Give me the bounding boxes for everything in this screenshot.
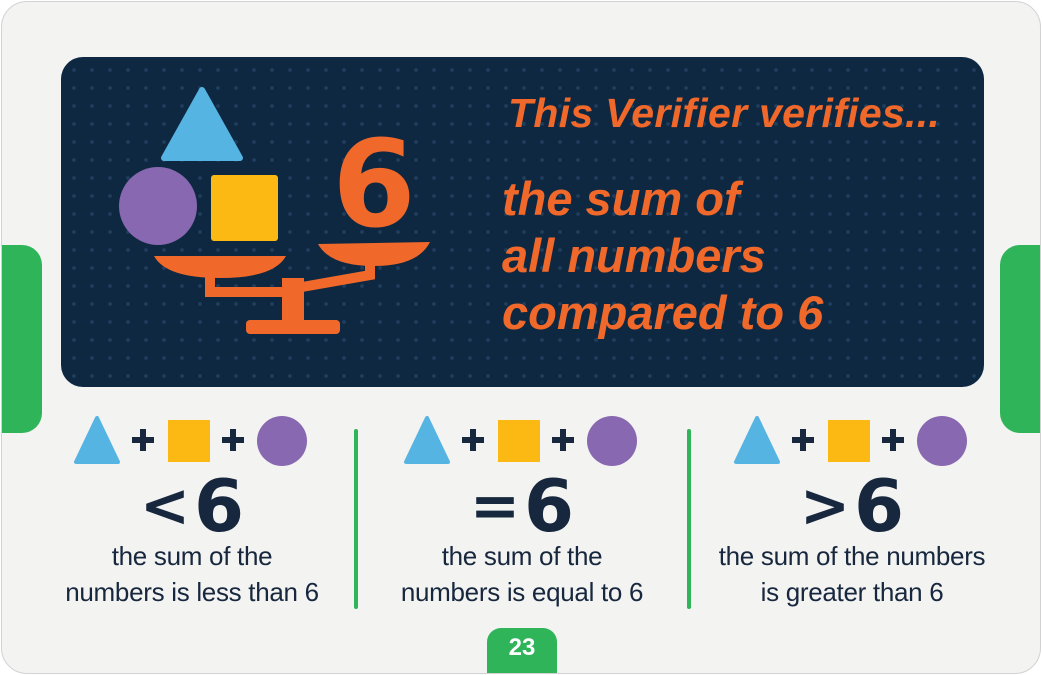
greater-than-six-formula: > 6 [800,468,904,538]
description-line: the sum of the [441,541,603,571]
criterion-description: the sum of the numbers is less than 6 [42,538,342,610]
triangle-icon [734,416,780,464]
plus-icon [132,429,154,451]
square-icon [211,175,278,241]
scale-base [246,320,340,334]
comparison-number: 6 [524,468,574,538]
comparison-symbol: > [800,471,850,538]
comparison-symbol: < [140,471,190,538]
column-divider [354,429,358,609]
banner-subtitle-line: compared to 6 [502,286,824,339]
circle-icon [119,167,197,245]
scale-left-pan [154,256,286,278]
plus-icon [552,429,574,451]
description-line: numbers is less than 6 [65,577,319,607]
equal-to-six-formula: = 6 [470,468,574,538]
scale-right-pan [318,242,430,266]
circle-icon [587,416,637,466]
banner-subtitle-line: all numbers [502,229,766,282]
comparison-number: 6 [854,468,904,538]
scale-arms [205,260,375,297]
description-line: is greater than 6 [760,577,944,607]
plus-icon [882,429,904,451]
triangle-icon [74,416,120,464]
shape-sum-icon [74,416,307,466]
left-green-tab [2,245,42,433]
scale-pillar [282,278,304,324]
circle-icon [257,416,307,466]
criterion-less-than: < 6 the sum of the numbers is less than … [42,412,342,610]
square-icon [168,420,210,462]
criterion-equal-to: = 6 the sum of the numbers is equal to 6 [372,412,672,610]
plus-icon [792,429,814,451]
comparison-number: 6 [194,468,244,538]
banner-subtitle-line: the sum of [502,172,740,225]
comparison-symbol: = [470,471,520,538]
description-line: the sum of the numbers [718,541,986,571]
column-divider [687,429,691,609]
square-icon [828,420,870,462]
page-number-tab: 23 [487,628,557,673]
banner-subtitle: the sum of all numbers compared to 6 [502,170,962,341]
right-green-tab [1000,245,1040,433]
plus-icon [462,429,484,451]
plus-icon [222,429,244,451]
less-than-six-formula: < 6 [140,468,244,538]
triangle-icon [404,416,450,464]
triangle-icon [161,87,243,161]
balance-scale-illustration: 6 [119,87,430,334]
criterion-description: the sum of the numbers is greater than 6 [702,538,1002,610]
criterion-description: the sum of the numbers is equal to 6 [372,538,672,610]
circle-icon [917,416,967,466]
page-number: 23 [508,634,536,661]
scale-number: 6 [332,116,416,255]
shape-sum-icon [734,416,967,466]
shape-sum-icon [404,416,637,466]
banner-title: This Verifier verifies... [508,90,941,136]
description-line: numbers is equal to 6 [400,577,644,607]
square-icon [498,420,540,462]
criterion-greater-than: > 6 the sum of the numbers is greater th… [702,412,1002,610]
description-line: the sum of the [111,541,273,571]
